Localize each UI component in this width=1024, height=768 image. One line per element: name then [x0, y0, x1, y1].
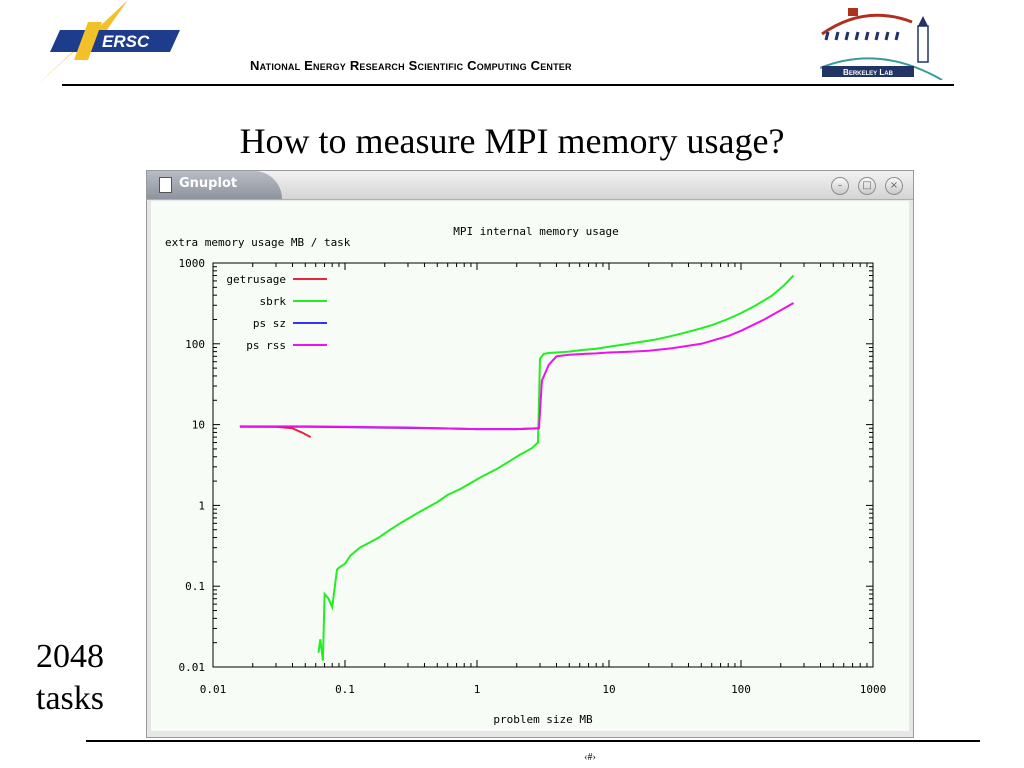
- x-tick-label: 0.1: [335, 683, 355, 696]
- tasks-label: 2048 tasks: [36, 636, 126, 720]
- header-title: National Energy Research Scientific Comp…: [250, 58, 572, 73]
- plot-area: MPI internal memory usage extra memory u…: [151, 201, 909, 731]
- berkeley-lab-logo: Berkeley Lab: [819, 4, 945, 81]
- window-title-tab: Gnuplot: [147, 171, 282, 199]
- y-tick-label: 1000: [179, 257, 206, 270]
- footer-divider: [86, 740, 980, 742]
- close-button[interactable]: ×: [885, 177, 903, 195]
- legend-label: sbrk: [260, 295, 287, 308]
- x-tick-label: 1: [474, 683, 481, 696]
- x-tick-label: 100: [731, 683, 751, 696]
- gnuplot-window: Gnuplot – □ × MPI internal memory usage …: [146, 170, 914, 738]
- maximize-button[interactable]: □: [858, 177, 876, 195]
- y-tick-label: 1: [198, 499, 205, 512]
- y-tick-label: 0.01: [179, 661, 206, 674]
- berkeley-lab-text: Berkeley Lab: [843, 68, 894, 77]
- header-divider: [62, 84, 954, 86]
- y-tick-label: 0.1: [185, 580, 205, 593]
- nersc-logo-text: ERSC: [102, 32, 150, 51]
- window-title: Gnuplot: [179, 176, 238, 191]
- legend-label: ps sz: [253, 317, 286, 330]
- nersc-logo: ERSC: [30, 0, 190, 90]
- maximize-icon: □: [862, 180, 872, 191]
- x-tick-label: 10: [602, 683, 615, 696]
- minimize-icon: –: [837, 180, 843, 191]
- y-tick-label: 10: [192, 419, 205, 432]
- plot-frame: [212, 262, 874, 668]
- document-icon: [159, 177, 172, 193]
- slide-title: How to measure MPI memory usage?: [239, 121, 785, 161]
- tasks-word: tasks: [36, 680, 104, 717]
- chart-title: MPI internal memory usage: [453, 225, 619, 238]
- legend-label: ps rss: [246, 339, 286, 352]
- series-line-getrusage: [239, 425, 312, 438]
- series-line-ps-rss: [239, 302, 794, 431]
- minimize-button[interactable]: –: [831, 177, 849, 195]
- x-tick-label: 1000: [860, 683, 887, 696]
- page-number: ‹#›: [584, 752, 596, 763]
- series-line-sbrk: [317, 274, 795, 661]
- tasks-count: 2048: [36, 638, 104, 675]
- y-axis-label: extra memory usage MB / task: [165, 236, 351, 249]
- x-axis-label: problem size MB: [493, 713, 593, 726]
- close-icon: ×: [889, 180, 899, 191]
- y-tick-label: 100: [185, 338, 205, 351]
- window-titlebar[interactable]: Gnuplot – □ ×: [147, 171, 913, 200]
- x-tick-label: 0.01: [200, 683, 227, 696]
- legend-label: getrusage: [226, 273, 286, 286]
